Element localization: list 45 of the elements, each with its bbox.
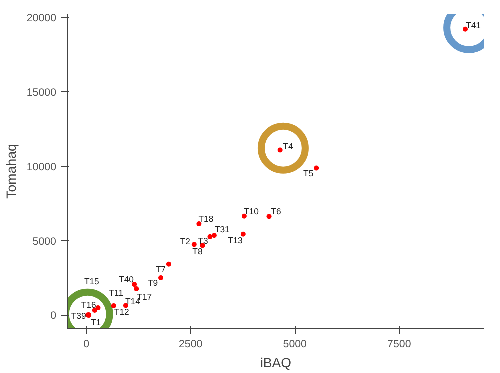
y-tick-label: 0: [50, 310, 57, 322]
y-tick-label: 5000: [32, 236, 57, 248]
point: [266, 214, 272, 220]
x-tick-label: 7500: [388, 338, 412, 350]
y-tick-label: 20000: [26, 12, 57, 24]
point: [166, 262, 172, 267]
annotation: T1: [91, 318, 102, 328]
annotation: T7: [156, 264, 166, 274]
y-tick-label: 10000: [26, 161, 57, 174]
annotation: T39: [71, 311, 86, 322]
annotation: T11: [109, 288, 124, 298]
annotation: T9: [148, 278, 158, 288]
point: [132, 282, 138, 288]
point: [212, 233, 217, 238]
annotation: T3: [198, 236, 208, 246]
x-tick-label: 5000: [283, 338, 308, 350]
point: [111, 304, 116, 309]
annotation: T40: [119, 274, 134, 285]
annotation: T16: [81, 300, 96, 310]
annotation: T8: [192, 246, 203, 257]
annotation: T18: [198, 214, 214, 224]
annotation: T5: [304, 168, 314, 178]
point: [208, 234, 213, 240]
point: [192, 242, 197, 248]
annotation: T14: [126, 296, 141, 307]
annotation: T6: [271, 206, 282, 217]
point: [278, 148, 283, 153]
point: [314, 166, 320, 171]
annotation: T15: [84, 276, 100, 286]
y-tick-label: 15000: [26, 86, 57, 99]
annotation: T10: [244, 206, 260, 216]
annotation: T4: [283, 141, 294, 152]
x-axis-title: iBAQ: [260, 356, 292, 370]
point: [134, 286, 140, 292]
annotation: T31: [214, 224, 230, 235]
annotation: T12: [114, 307, 130, 318]
x-tick-label: 0: [84, 338, 90, 350]
point: [240, 232, 246, 237]
annotation: T41: [466, 20, 482, 30]
annotation: T2: [180, 236, 191, 247]
y-axis-title: Tomahaq: [4, 144, 19, 199]
annotation: T13: [228, 235, 244, 246]
point: [158, 276, 164, 281]
point: [242, 214, 247, 219]
x-tick-label: 2500: [178, 338, 203, 350]
